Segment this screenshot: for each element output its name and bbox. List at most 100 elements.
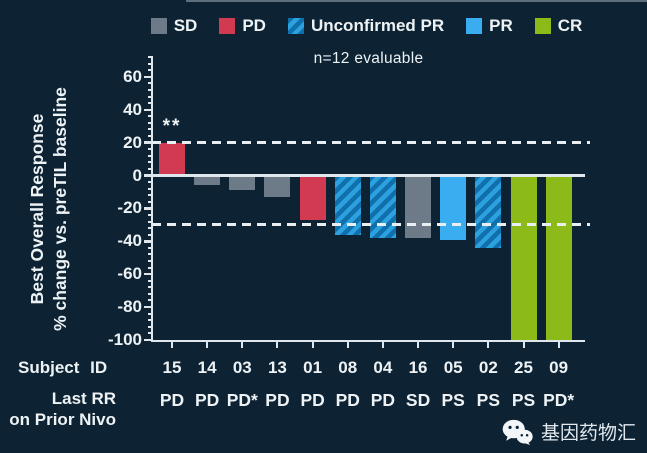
pd-threshold-line bbox=[152, 141, 590, 144]
x-tick bbox=[417, 342, 420, 349]
y-minor-tick bbox=[147, 227, 152, 230]
legend-item-cr: CR bbox=[534, 16, 583, 36]
bar-subject-13 bbox=[264, 175, 291, 197]
y-major-tick bbox=[144, 75, 152, 79]
y-minor-tick bbox=[147, 95, 152, 98]
y-minor-tick bbox=[147, 233, 152, 236]
legend-label: CR bbox=[557, 16, 583, 35]
bar-subject-15 bbox=[159, 142, 185, 176]
last-rr-label: PD bbox=[159, 390, 185, 410]
wechat-icon bbox=[502, 419, 533, 445]
y-minor-tick bbox=[147, 286, 152, 289]
y-minor-tick bbox=[147, 253, 152, 256]
y-minor-tick bbox=[147, 121, 152, 124]
y-minor-tick bbox=[147, 89, 152, 92]
last-rr-label: PD bbox=[370, 390, 396, 410]
legend-swatch-1 bbox=[219, 18, 236, 34]
y-minor-tick bbox=[147, 259, 152, 262]
y-minor-tick bbox=[147, 128, 152, 131]
last-rr-label: PD* bbox=[226, 390, 258, 410]
y-major-tick bbox=[144, 141, 152, 144]
y-minor-tick bbox=[147, 200, 152, 203]
x-tick bbox=[522, 342, 525, 349]
legend-swatch-2 bbox=[287, 18, 304, 34]
y-axis-title-line2: % change vs. preTIL baseline bbox=[50, 87, 70, 331]
watermark: 基因药物汇 bbox=[502, 418, 636, 445]
bar-subject-03 bbox=[229, 175, 256, 191]
legend-item-pd: PD bbox=[219, 16, 266, 36]
y-minor-tick bbox=[147, 69, 152, 72]
x-tick bbox=[276, 342, 279, 349]
y-major-tick bbox=[144, 305, 152, 309]
legend-item-unconfirmed-pr: Unconfirmed PR bbox=[287, 16, 444, 36]
subject-id-label: 01 bbox=[303, 358, 323, 377]
last-rr-row-label: Last RR on Prior Nivo bbox=[6, 388, 116, 430]
last-rr-label: PD bbox=[194, 390, 220, 410]
y-tick-label: 60 bbox=[123, 66, 142, 86]
y-minor-tick bbox=[147, 181, 152, 184]
evaluable-count: n=12 evaluable bbox=[313, 50, 424, 67]
x-tick bbox=[487, 342, 490, 349]
top-edge-artifact bbox=[186, 0, 647, 2]
y-minor-tick bbox=[147, 82, 152, 85]
y-tick-label: -40 bbox=[117, 231, 142, 251]
subject-id-label: 08 bbox=[338, 358, 358, 377]
subject-id-row-label: Subject ID bbox=[18, 358, 108, 377]
x-tick bbox=[557, 342, 560, 349]
subject-id-label: 16 bbox=[408, 358, 428, 377]
bar-subject-05 bbox=[440, 175, 467, 240]
y-minor-tick bbox=[147, 246, 152, 249]
y-minor-tick bbox=[147, 312, 152, 315]
y-tick-label: -100 bbox=[107, 329, 142, 349]
bar-subject-25 bbox=[510, 175, 537, 340]
y-minor-tick bbox=[147, 154, 152, 157]
y-minor-tick bbox=[147, 102, 152, 105]
x-tick bbox=[241, 342, 244, 349]
y-major-tick bbox=[144, 174, 152, 177]
last-rr-label: PS bbox=[441, 390, 465, 410]
last-rr-label: SD bbox=[405, 390, 431, 410]
y-minor-tick bbox=[147, 135, 152, 138]
bar-subject-04 bbox=[369, 175, 396, 238]
y-minor-tick bbox=[147, 292, 152, 295]
y-minor-tick bbox=[147, 220, 152, 223]
legend-swatch-0 bbox=[150, 18, 167, 34]
y-axis-title: Best Overall Response % change vs. preTI… bbox=[26, 64, 74, 354]
bar-subject-02 bbox=[475, 175, 502, 248]
y-minor-tick bbox=[147, 325, 152, 328]
y-minor-tick bbox=[147, 56, 152, 59]
legend-swatch-3 bbox=[466, 18, 483, 34]
x-axis-line bbox=[150, 339, 585, 343]
y-minor-tick bbox=[147, 194, 152, 197]
y-major-tick bbox=[144, 207, 152, 210]
subject-id-label: 05 bbox=[443, 358, 463, 377]
subject-id-label: 13 bbox=[267, 358, 287, 377]
bar-subject-01 bbox=[299, 175, 326, 220]
bar-subject-16 bbox=[405, 175, 432, 238]
y-minor-tick bbox=[147, 319, 152, 322]
x-tick bbox=[381, 342, 384, 349]
subject-id-label: 25 bbox=[514, 358, 533, 377]
x-tick bbox=[452, 342, 455, 349]
legend-label: PR bbox=[489, 16, 513, 35]
x-tick bbox=[311, 342, 314, 349]
y-minor-tick bbox=[147, 299, 152, 302]
subject-id-label: 14 bbox=[197, 358, 217, 377]
last-rr-row-label-line2: on Prior Nivo bbox=[9, 410, 116, 429]
y-minor-tick bbox=[147, 161, 152, 164]
legend-item-sd: SD bbox=[150, 16, 197, 36]
y-major-tick bbox=[144, 240, 152, 243]
last-rr-label: PD bbox=[335, 390, 360, 410]
legend-swatch-4 bbox=[534, 18, 551, 34]
y-tick-label: -20 bbox=[117, 198, 142, 218]
last-rr-label: PS bbox=[511, 390, 536, 410]
y-major-tick bbox=[144, 338, 152, 342]
y-tick-label: -60 bbox=[117, 264, 142, 284]
x-tick bbox=[206, 342, 209, 349]
y-minor-tick bbox=[147, 266, 152, 269]
legend-item-pr: PR bbox=[466, 16, 513, 36]
y-minor-tick bbox=[147, 62, 152, 65]
y-minor-tick bbox=[147, 167, 152, 170]
y-major-tick bbox=[144, 108, 152, 112]
y-axis-title-line1: Best Overall Response bbox=[27, 113, 47, 305]
